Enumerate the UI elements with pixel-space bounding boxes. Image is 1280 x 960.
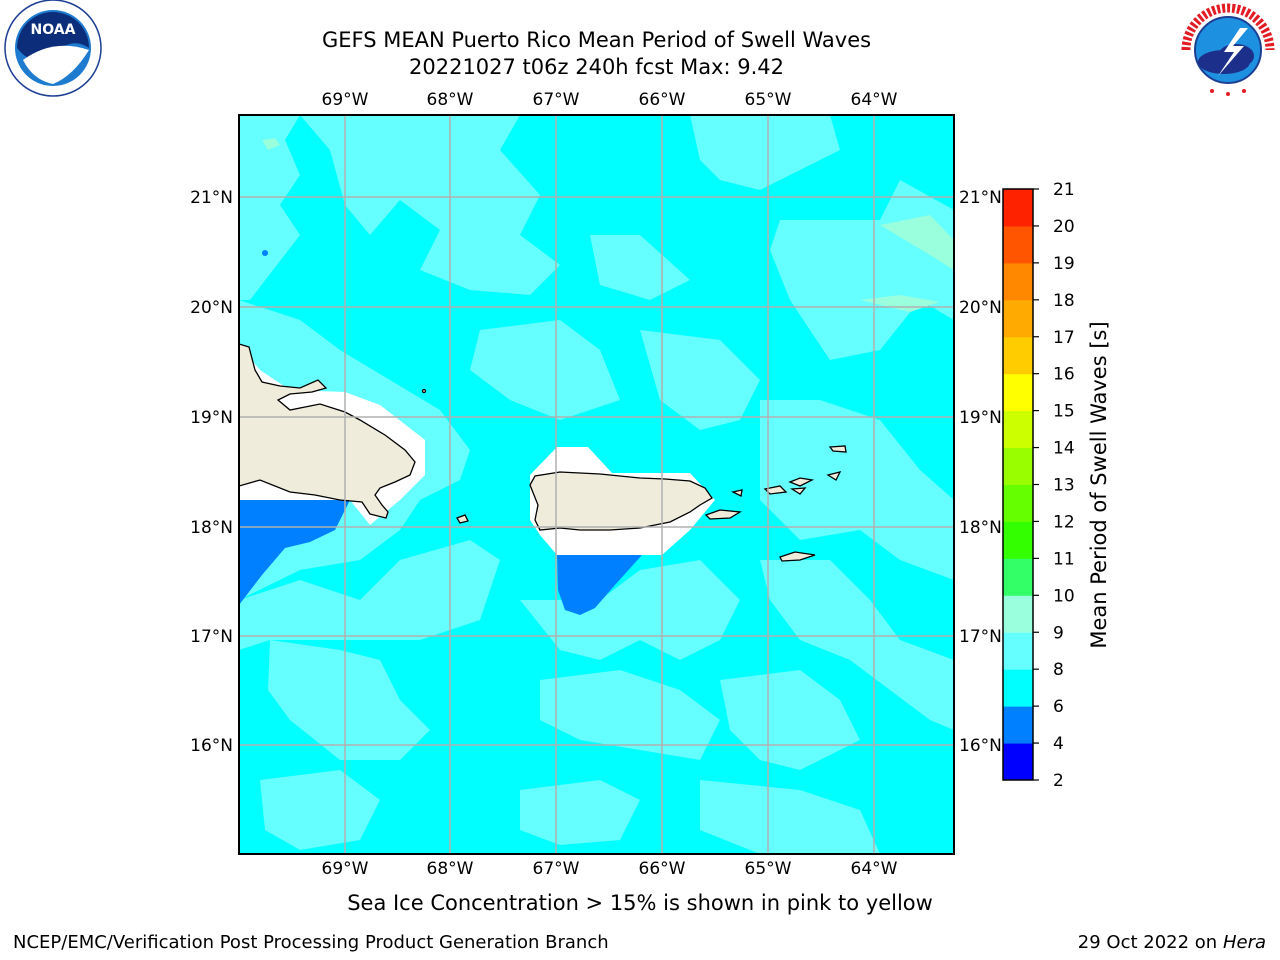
colorbar-tick-label: 17 <box>1053 328 1075 348</box>
chart-subtitle: 20221027 t06z 240h fcst Max: 9.42 <box>409 55 784 79</box>
map-frame-contents <box>239 115 954 854</box>
caption: Sea Ice Concentration > 15% is shown in … <box>347 891 933 915</box>
colorbar-label: Mean Period of Swell Waves [s] <box>1087 321 1111 648</box>
colorbar-tick-label: 4 <box>1053 734 1064 754</box>
lon-labels-bottom: 69°W 68°W 67°W 66°W 65°W 64°W <box>322 859 898 879</box>
colorbar-swatch <box>1003 225 1033 264</box>
colorbar-swatch <box>1003 595 1033 633</box>
lon-label: 69°W <box>322 859 369 879</box>
colorbar-swatch <box>1003 632 1033 670</box>
lon-label: 67°W <box>533 90 580 110</box>
colorbar: 2 4 6 8 9 10 11 12 13 14 15 16 17 18 19 20 21 <box>1002 180 1075 791</box>
colorbar-tick-label: 14 <box>1053 439 1075 459</box>
lon-label: 65°W <box>745 90 792 110</box>
colorbar-tick-label: 8 <box>1053 660 1064 680</box>
lat-label: 19°N <box>190 408 233 428</box>
map-border <box>238 114 955 855</box>
lon-label: 66°W <box>639 859 686 879</box>
colorbar-tick-label: 21 <box>1053 180 1075 200</box>
footer-machine: Hera <box>1222 932 1266 953</box>
noaa-logo-text: NOAA <box>31 22 76 38</box>
lon-label: 68°W <box>427 859 474 879</box>
lon-label: 69°W <box>322 90 369 110</box>
footer-date-text: 29 Oct 2022 on <box>1077 932 1223 953</box>
lon-label: 64°W <box>851 90 898 110</box>
colorbar-tick-label: 10 <box>1053 586 1075 606</box>
lat-label: 16°N <box>190 736 233 756</box>
lat-label: 17°N <box>959 627 1002 647</box>
colorbar-swatch <box>1003 447 1033 485</box>
chart-title: GEFS MEAN Puerto Rico Mean Period of Swe… <box>321 28 872 52</box>
lat-label: 21°N <box>190 188 233 208</box>
lat-labels-right: 21°N 20°N 19°N 18°N 17°N 16°N <box>959 188 1002 756</box>
lon-label: 68°W <box>427 90 474 110</box>
lon-label: 67°W <box>533 859 580 879</box>
noaa-logo: NOAA <box>4 0 102 97</box>
colorbar-tick-label: 6 <box>1053 697 1064 717</box>
lon-labels-top: 69°W 68°W 67°W 66°W 65°W 64°W <box>322 90 898 110</box>
colorbar-swatch <box>1003 669 1033 707</box>
lat-label: 17°N <box>190 627 233 647</box>
lon-label: 65°W <box>745 859 792 879</box>
colorbar-swatch <box>1003 262 1033 301</box>
land-puerto-rico <box>529 471 713 531</box>
colorbar-swatch <box>1003 373 1033 412</box>
colorbar-tick-label: 9 <box>1053 623 1064 643</box>
lon-label: 64°W <box>851 859 898 879</box>
colorbar-tick-label: 19 <box>1053 254 1075 274</box>
colorbar-swatch <box>1003 706 1033 744</box>
graticule <box>239 115 954 854</box>
colorbar-swatch <box>1003 299 1033 338</box>
colorbar-tick-label: 18 <box>1053 291 1075 311</box>
colorbar-swatch <box>1003 189 1033 227</box>
colorbar-tick-label: 11 <box>1053 549 1075 569</box>
colorbar-tick-label: 12 <box>1053 512 1075 532</box>
colorbar-swatch <box>1003 521 1033 559</box>
colorbar-swatch <box>1003 558 1033 596</box>
lat-label: 18°N <box>959 518 1002 538</box>
colorbar-tick-label: 2 <box>1053 771 1064 791</box>
colorbar-swatch <box>1003 410 1033 449</box>
lat-label: 16°N <box>959 736 1002 756</box>
colorbar-tick-label: 20 <box>1053 217 1075 237</box>
land-hispaniola <box>239 343 416 519</box>
lat-label: 18°N <box>190 518 233 538</box>
colorbar-swatch <box>1003 336 1033 375</box>
footer-date: 29 Oct 2022 on Hera <box>1078 932 1266 953</box>
colorbar-swatch <box>1003 484 1033 522</box>
lon-label: 66°W <box>639 90 686 110</box>
land-small-islands <box>421 388 847 562</box>
lat-label: 21°N <box>959 188 1002 208</box>
footer-credit: NCEP/EMC/Verification Post Processing Pr… <box>13 932 609 953</box>
lat-label: 19°N <box>959 408 1002 428</box>
lat-label: 20°N <box>959 298 1002 318</box>
lat-label: 20°N <box>190 298 233 318</box>
colorbar-tick-label: 16 <box>1053 365 1075 385</box>
colorbar-tick-label: 15 <box>1053 402 1075 422</box>
colorbar-tick-label: 13 <box>1053 476 1075 496</box>
nws-logo <box>1181 3 1275 97</box>
lat-labels-left: 21°N 20°N 19°N 18°N 17°N 16°N <box>190 188 233 756</box>
colorbar-swatch <box>1003 743 1033 781</box>
